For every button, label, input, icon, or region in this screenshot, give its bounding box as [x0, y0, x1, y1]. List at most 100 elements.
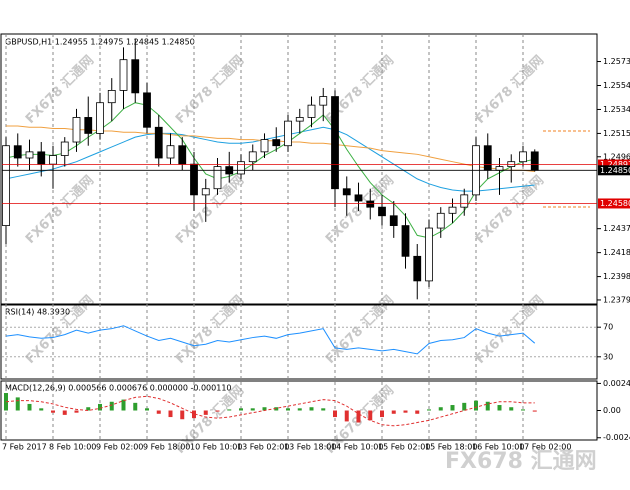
- histogram-bar: [98, 403, 102, 411]
- y-tick-label: 30: [603, 352, 613, 361]
- x-tick-label: 8 Feb 10:00: [49, 443, 96, 452]
- histogram-bar: [109, 401, 114, 411]
- level-label-bg: [598, 165, 630, 176]
- candle-body: [295, 117, 304, 122]
- histogram-bar: [344, 410, 349, 422]
- candle-body: [307, 104, 316, 118]
- x-tick-label: 13 Feb 02:00: [237, 443, 289, 452]
- y-tick-label: 1.25540: [603, 81, 630, 90]
- moving-average: [5, 126, 535, 192]
- y-tick-label: 1.23795: [603, 295, 630, 304]
- candle-body: [178, 145, 187, 165]
- candle-body: [284, 120, 292, 147]
- candle-body: [190, 163, 198, 196]
- histogram-bar: [133, 402, 138, 411]
- candle-body: [519, 151, 527, 163]
- candle-body: [107, 90, 116, 104]
- level-label: 1.24850: [600, 166, 630, 175]
- candle-body: [119, 59, 128, 91]
- y-tick-label: 1.25345: [603, 105, 630, 114]
- candle-body: [413, 255, 422, 282]
- y-tick-label: 0.00: [603, 406, 621, 415]
- histogram-bar: [192, 410, 196, 419]
- histogram-bar: [250, 408, 255, 411]
- candle-body: [436, 212, 445, 229]
- histogram-bar: [415, 410, 420, 414]
- histogram-bar: [403, 410, 408, 413]
- candle-body: [201, 188, 210, 196]
- histogram-bar: [86, 407, 91, 411]
- histogram-bar: [462, 402, 467, 411]
- histogram-bar: [156, 410, 161, 414]
- x-tick-label: 9 Feb 18:00: [143, 443, 190, 452]
- candle-body: [143, 92, 151, 128]
- histogram-bar: [391, 410, 396, 414]
- histogram-bar: [215, 410, 220, 412]
- histogram-bar: [274, 407, 279, 411]
- histogram-bar: [356, 410, 361, 423]
- candle-body: [342, 188, 351, 196]
- histogram-bar: [521, 409, 525, 411]
- logo: FX678 汇通网: [445, 449, 597, 474]
- histogram-bar: [509, 407, 514, 411]
- y-tick-label: -0.002493: [603, 433, 630, 442]
- histogram-bar: [74, 410, 79, 413]
- candle-body: [354, 194, 363, 202]
- moving-average: [6, 125, 535, 173]
- histogram-bar: [180, 410, 185, 420]
- histogram-bar: [368, 410, 373, 421]
- candle-body: [25, 151, 34, 159]
- level-label-bg: [598, 159, 630, 170]
- candle-body: [378, 206, 386, 217]
- histogram-bar: [27, 403, 32, 411]
- candle-body: [72, 117, 81, 143]
- x-tick-label: 13 Feb 18:00: [284, 443, 336, 452]
- candle-body: [96, 102, 104, 134]
- histogram-bar: [227, 409, 232, 411]
- histogram-bar: [485, 401, 490, 411]
- candle-body: [483, 145, 492, 171]
- histogram-bar: [286, 408, 290, 411]
- x-tick-label: 15 Feb 02:00: [378, 443, 430, 452]
- candle-body: [530, 151, 539, 171]
- candle-body: [49, 155, 57, 165]
- candle-body: [213, 166, 222, 190]
- histogram-bar: [532, 410, 537, 412]
- candle-body: [401, 225, 410, 257]
- candle-body: [131, 59, 140, 94]
- histogram-bar: [438, 407, 443, 411]
- x-tick-label: 17 Feb 02:00: [519, 443, 571, 452]
- candle-body: [13, 145, 22, 159]
- candle-body: [331, 96, 339, 190]
- y-tick-label: 1.24375: [603, 224, 630, 233]
- candle-body: [495, 166, 504, 171]
- y-tick-label: 1.25735: [603, 57, 630, 66]
- candle-body: [248, 151, 257, 163]
- histogram-bar: [15, 397, 20, 411]
- level-label-bg: [598, 198, 630, 209]
- x-tick-label: 10 Feb 10:00: [190, 443, 242, 452]
- candle-body: [319, 96, 328, 106]
- rsi-panel: [0, 304, 598, 380]
- candle-body: [460, 194, 469, 208]
- histogram-bar: [321, 408, 326, 411]
- rsi-line: [5, 325, 536, 355]
- y-tick-label: 0.002479: [603, 379, 630, 388]
- histogram-bar: [309, 407, 314, 411]
- x-tick-label: 14 Feb 10:00: [331, 443, 383, 452]
- histogram-bar: [297, 408, 302, 411]
- histogram-bar: [474, 400, 478, 411]
- macd-title: MACD(12,26,9) 0.000566 0.000676 0.000000…: [5, 384, 232, 393]
- x-tick-label: 15 Feb 18:00: [425, 443, 477, 452]
- rsi-title: RSI(14) 48.3930: [5, 308, 70, 317]
- candle-body: [272, 139, 281, 147]
- candle-body: [2, 145, 10, 226]
- y-tick-label: 1.25150: [603, 129, 630, 138]
- x-tick-label: 7 Feb 2017: [2, 443, 47, 452]
- x-tick-label: 9 Feb 02:00: [96, 443, 143, 452]
- candle-body: [237, 161, 245, 175]
- histogram-bar: [333, 410, 337, 418]
- histogram-bar: [168, 410, 173, 418]
